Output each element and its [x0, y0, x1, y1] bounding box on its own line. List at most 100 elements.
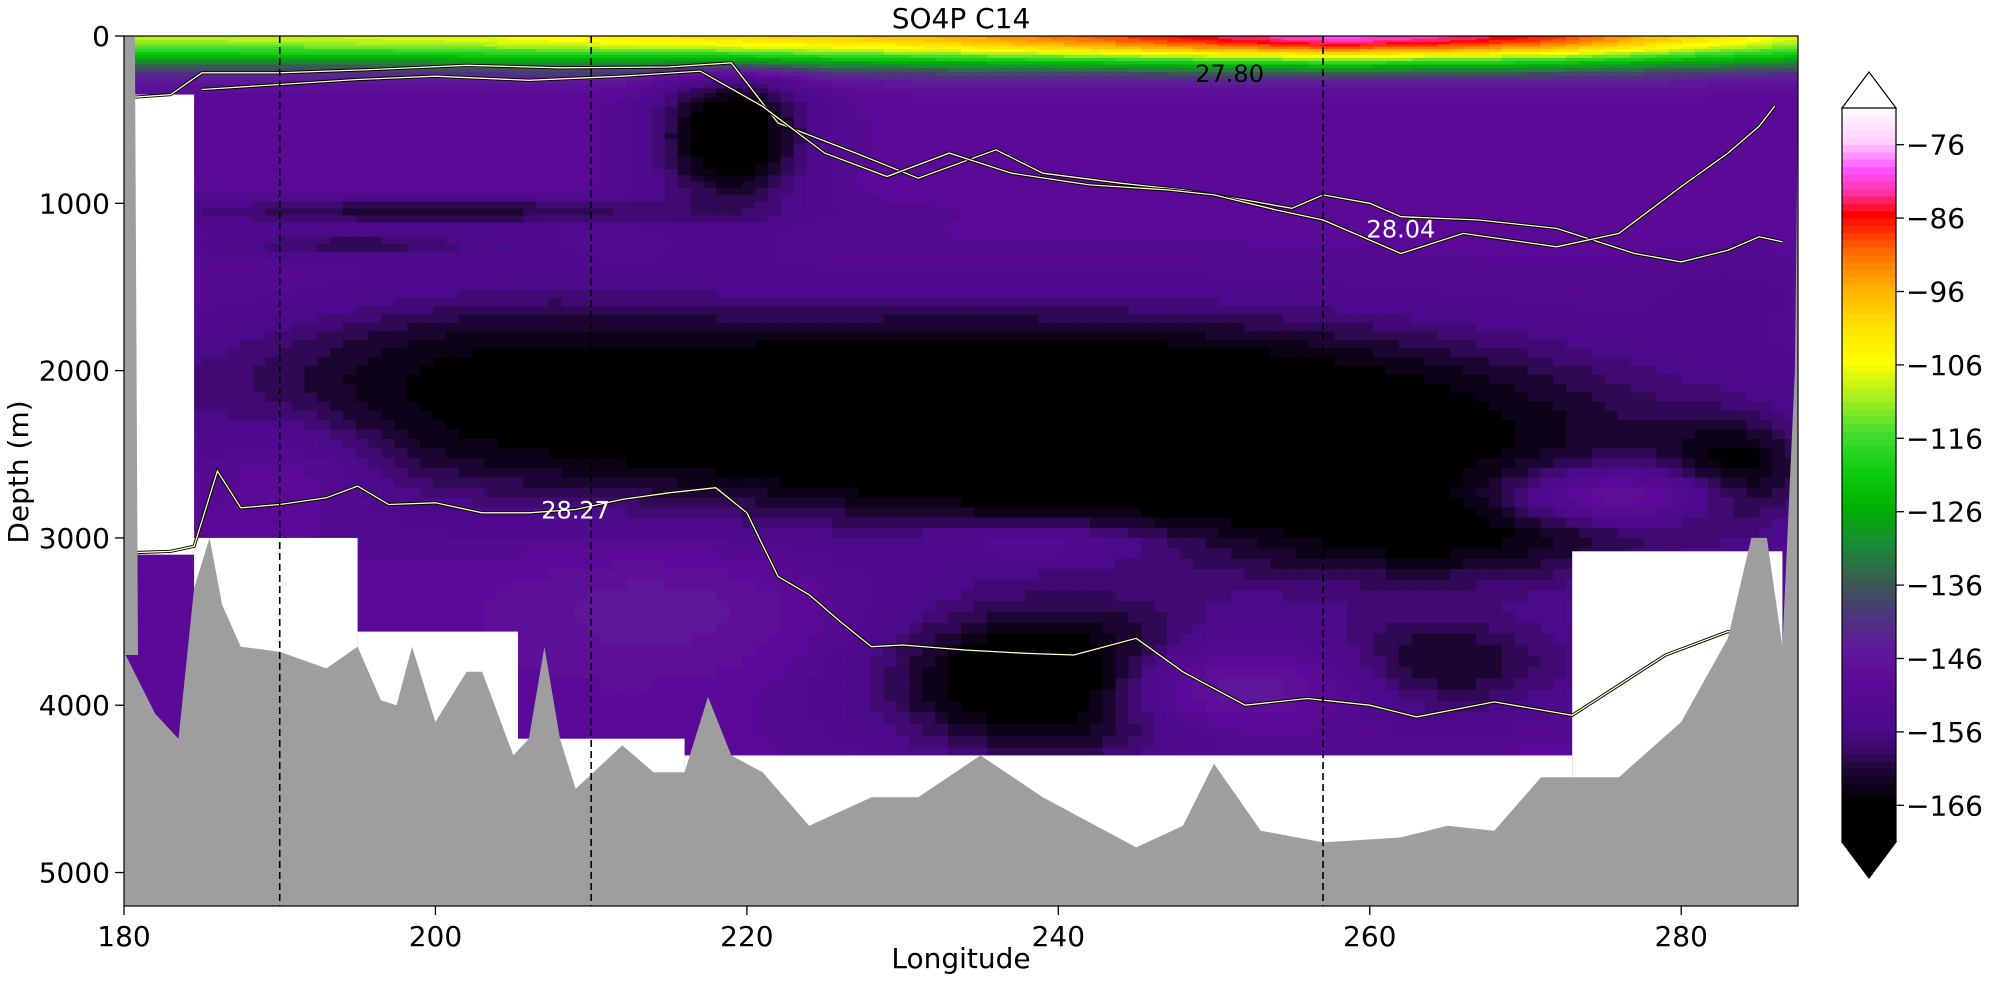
heatmap-cell — [1398, 127, 1413, 135]
heatmap-cell — [909, 139, 924, 146]
heatmap-cell — [896, 54, 911, 59]
heatmap-cell — [1746, 37, 1761, 40]
heatmap-cell — [548, 150, 563, 158]
heatmap-cell — [1076, 139, 1091, 146]
heatmap-cell — [291, 188, 305, 196]
heatmap-cell — [1733, 42, 1748, 45]
heatmap-cell — [883, 156, 898, 164]
heatmap-cell — [1282, 139, 1297, 146]
heatmap-cell — [819, 175, 833, 183]
heatmap-cell — [896, 156, 911, 164]
heatmap-cell — [742, 36, 756, 39]
heatmap-cell — [1025, 84, 1039, 90]
heatmap-cell — [1334, 92, 1348, 99]
heatmap-cell — [1051, 84, 1065, 90]
heatmap-cell — [1012, 133, 1027, 140]
heatmap-cell — [1450, 88, 1464, 94]
heatmap-cell — [677, 150, 692, 158]
heatmap-cell — [149, 84, 164, 90]
heatmap-cell — [1308, 188, 1323, 196]
heatmap-cell — [1463, 122, 1477, 129]
heatmap-cell — [819, 181, 833, 189]
heatmap-cell — [1360, 112, 1374, 118]
heatmap-cell — [291, 156, 305, 164]
heatmap-cell — [652, 88, 666, 94]
heatmap-cell — [1695, 42, 1709, 45]
heatmap-cell — [1733, 127, 1748, 135]
heatmap-cell — [1257, 37, 1271, 40]
heatmap-cell — [420, 54, 434, 59]
heatmap-cell — [1373, 84, 1387, 90]
heatmap-cell — [1321, 49, 1336, 53]
heatmap-cell — [458, 79, 473, 85]
heatmap-cell — [1746, 97, 1761, 103]
heatmap-cell — [420, 122, 434, 129]
heatmap-cell — [1244, 156, 1258, 164]
heatmap-cell — [613, 117, 627, 124]
heatmap-cell — [162, 57, 177, 62]
heatmap-cell — [961, 54, 975, 59]
heatmap-cell — [755, 68, 769, 73]
heatmap-cell — [948, 75, 962, 81]
heatmap-cell — [239, 68, 254, 73]
heatmap-cell — [1604, 175, 1619, 183]
heatmap-cell — [239, 37, 254, 40]
heatmap-cell — [613, 42, 627, 45]
heatmap-cell — [639, 46, 653, 50]
heatmap-cell — [1012, 42, 1027, 45]
heatmap-cell — [1244, 46, 1258, 50]
heatmap-cell — [497, 71, 511, 77]
heatmap-cell — [1205, 133, 1220, 140]
heatmap-cell — [1102, 97, 1117, 103]
heatmap-cell — [1424, 42, 1439, 45]
heatmap-cell — [1514, 150, 1529, 158]
heatmap-cell — [1282, 61, 1297, 66]
heatmap-cell — [780, 49, 795, 53]
heatmap-cell — [832, 44, 846, 48]
heatmap-cell — [317, 75, 331, 81]
heatmap-cell — [1398, 162, 1413, 170]
heatmap-cell — [201, 162, 215, 170]
heatmap-cell — [883, 133, 898, 140]
heatmap-cell — [1038, 133, 1052, 140]
heatmap-cell — [1579, 92, 1593, 99]
heatmap-cell — [1064, 54, 1078, 59]
heatmap-cell — [613, 194, 627, 203]
heatmap-cell — [1385, 162, 1400, 170]
heatmap-cell — [845, 168, 859, 176]
heatmap-cell — [677, 49, 692, 53]
heatmap-cell — [1347, 162, 1361, 170]
heatmap-cell — [883, 64, 898, 69]
heatmap-cell — [355, 88, 370, 94]
heatmap-cell — [548, 117, 563, 124]
heatmap-cell — [935, 37, 949, 40]
heatmap-cell — [1785, 36, 1798, 39]
heatmap-cell — [1076, 46, 1091, 50]
heatmap-cell — [1192, 150, 1207, 158]
heatmap-cell — [1141, 36, 1155, 39]
heatmap-cell — [858, 40, 872, 43]
heatmap-cell — [1192, 75, 1207, 81]
heatmap-cell — [600, 46, 614, 50]
heatmap-cell — [1527, 168, 1542, 176]
heatmap-cell — [1244, 42, 1258, 45]
heatmap-cell — [523, 194, 537, 203]
heatmap-cell — [1656, 175, 1670, 183]
heatmap-cell — [1102, 84, 1117, 90]
heatmap-cell — [922, 57, 936, 62]
heatmap-cell — [536, 46, 550, 50]
heatmap-cell — [1527, 37, 1542, 40]
heatmap-cell — [677, 61, 692, 66]
heatmap-cell — [1064, 150, 1078, 158]
heatmap-cell — [1514, 36, 1529, 39]
heatmap-cell — [291, 49, 305, 53]
heatmap-cell — [652, 44, 666, 48]
heatmap-cell — [1141, 54, 1155, 59]
heatmap-cell — [1347, 107, 1361, 113]
heatmap-cell — [1707, 71, 1722, 77]
heatmap-cell — [304, 181, 318, 189]
heatmap-cell — [1514, 117, 1529, 124]
heatmap-cell — [445, 112, 460, 118]
heatmap-cell — [1707, 51, 1722, 56]
heatmap-cell — [394, 38, 408, 41]
